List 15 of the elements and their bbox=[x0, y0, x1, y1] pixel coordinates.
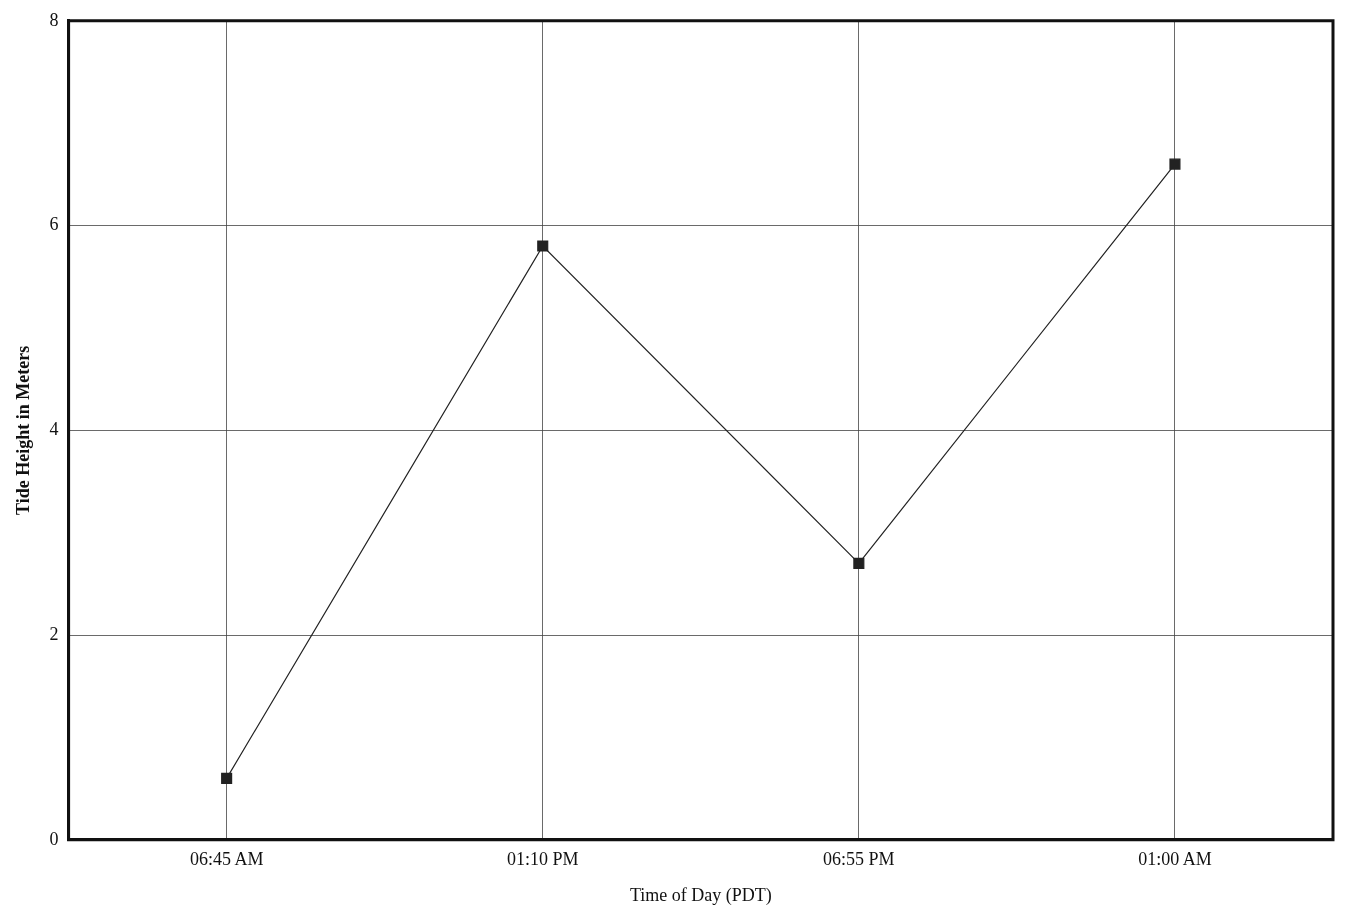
y-tick-label: 0 bbox=[49, 828, 59, 849]
y-tick-label: 4 bbox=[49, 419, 59, 440]
y-tick-label: 6 bbox=[49, 214, 59, 235]
point bbox=[537, 240, 549, 252]
x-tick-label: 06:55 PM bbox=[823, 849, 895, 870]
y-tick-label: 2 bbox=[49, 623, 59, 644]
point bbox=[853, 557, 865, 569]
x-axis-title: Time of Day (PDT) bbox=[629, 884, 772, 906]
y-tick-label: 8 bbox=[49, 9, 59, 30]
x-tick-label: 01:00 AM bbox=[1138, 849, 1212, 870]
x-tick-label: 01:10 PM bbox=[506, 849, 579, 870]
point bbox=[1169, 158, 1181, 170]
point bbox=[221, 772, 233, 784]
y-axis-title: Tide Height in Meters bbox=[13, 345, 34, 515]
x-tick-label: 06:45 AM bbox=[189, 849, 264, 870]
